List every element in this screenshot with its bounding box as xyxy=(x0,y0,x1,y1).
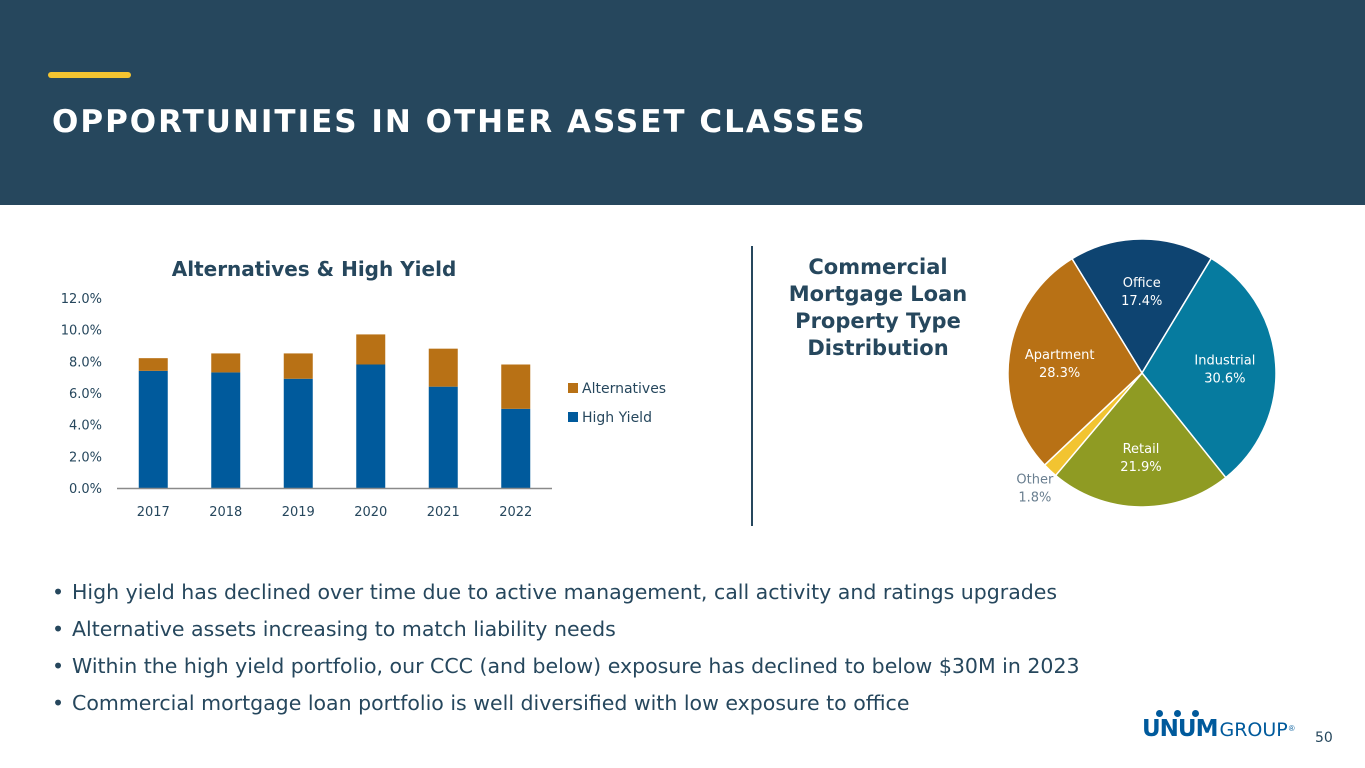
bullet-list: High yield has declined over time due to… xyxy=(52,578,1080,726)
bar-chart-title: Alternatives & High Yield xyxy=(172,257,457,281)
pie-label-office: Office xyxy=(1123,276,1161,291)
pie-slice-office xyxy=(1070,238,1213,375)
x-tick-label: 2018 xyxy=(209,505,242,520)
bullet-item: Alternative assets increasing to match l… xyxy=(52,615,1080,652)
unum-group-logo: UNUM GROUP ® xyxy=(1142,710,1295,742)
bar-alternatives-2017 xyxy=(138,358,168,371)
header-banner: OPPORTUNITIES IN OTHER ASSET CLASSES xyxy=(0,0,1365,205)
bullet-item: Commercial mortgage loan portfolio is we… xyxy=(52,689,1080,726)
pie-value-apartment: 28.3% xyxy=(1039,366,1080,381)
divider xyxy=(751,246,753,526)
pie-label-retail: Retail xyxy=(1123,442,1160,457)
legend-swatch-high-yield xyxy=(568,412,578,422)
logo-word: GROUP xyxy=(1219,719,1288,741)
pie-value-retail: 21.9% xyxy=(1120,460,1161,475)
accent-bar xyxy=(48,72,131,78)
x-tick-label: 2020 xyxy=(354,505,387,520)
pie-slice-retail xyxy=(1054,371,1227,508)
y-tick-label: 6.0% xyxy=(69,387,102,402)
y-tick-label: 12.0% xyxy=(61,292,102,307)
legend-label: High Yield xyxy=(582,410,652,426)
bar-high-yield-2022 xyxy=(501,408,531,488)
pie-value-other: 1.8% xyxy=(1018,490,1051,505)
y-tick-label: 8.0% xyxy=(69,355,102,370)
pie-slice-industrial xyxy=(1141,257,1277,479)
x-tick-label: 2019 xyxy=(282,505,315,520)
bar-high-yield-2021 xyxy=(428,386,458,488)
pie-chart: Office 17.4% Industrial 30.6% Retail 21.9% Oth… xyxy=(1007,238,1277,508)
bullet-item: High yield has declined over time due to… xyxy=(52,578,1080,615)
pie-slice-apartment xyxy=(1007,257,1143,467)
pie-label-industrial: Industrial xyxy=(1194,354,1255,369)
bar-alternatives-2021 xyxy=(428,348,458,387)
x-tick-label: 2017 xyxy=(137,505,170,520)
y-tick-label: 0.0% xyxy=(69,482,102,497)
bar-high-yield-2017 xyxy=(138,370,168,488)
pie-chart-title: Commercial Mortgage Loan Property Type D… xyxy=(788,255,968,360)
logo-mark: UNUM xyxy=(1142,710,1218,742)
y-tick-label: 2.0% xyxy=(69,450,102,465)
legend-swatch-alternatives xyxy=(568,383,578,393)
pie-label-other: Other xyxy=(1016,472,1054,487)
bar-chart: Alternatives & High Yield 0.0% 2.0% 4.0% 6.0… xyxy=(61,257,666,520)
page-title: OPPORTUNITIES IN OTHER ASSET CLASSES xyxy=(52,104,867,140)
y-tick-label: 10.0% xyxy=(61,324,102,339)
pie-label-apartment: Apartment xyxy=(1025,348,1095,363)
logo-registered-mark: ® xyxy=(1288,724,1295,733)
bar-alternatives-2020 xyxy=(356,334,386,365)
y-tick-label: 4.0% xyxy=(69,419,102,434)
x-tick-label: 2021 xyxy=(427,505,460,520)
logo-dots xyxy=(1156,710,1199,717)
legend-label: Alternatives xyxy=(582,381,666,397)
page-number: 50 xyxy=(1315,730,1333,746)
x-tick-label: 2022 xyxy=(499,505,532,520)
pie-value-office: 17.4% xyxy=(1121,294,1162,309)
bar-high-yield-2018 xyxy=(211,372,241,488)
bar-high-yield-2020 xyxy=(356,364,386,488)
bar-high-yield-2019 xyxy=(283,378,313,488)
bullet-item: Within the high yield portfolio, our CCC… xyxy=(52,652,1080,689)
bar-alternatives-2022 xyxy=(501,364,531,409)
pie-value-industrial: 30.6% xyxy=(1204,372,1245,387)
bar-alternatives-2019 xyxy=(283,353,313,379)
bar-alternatives-2018 xyxy=(211,353,241,373)
